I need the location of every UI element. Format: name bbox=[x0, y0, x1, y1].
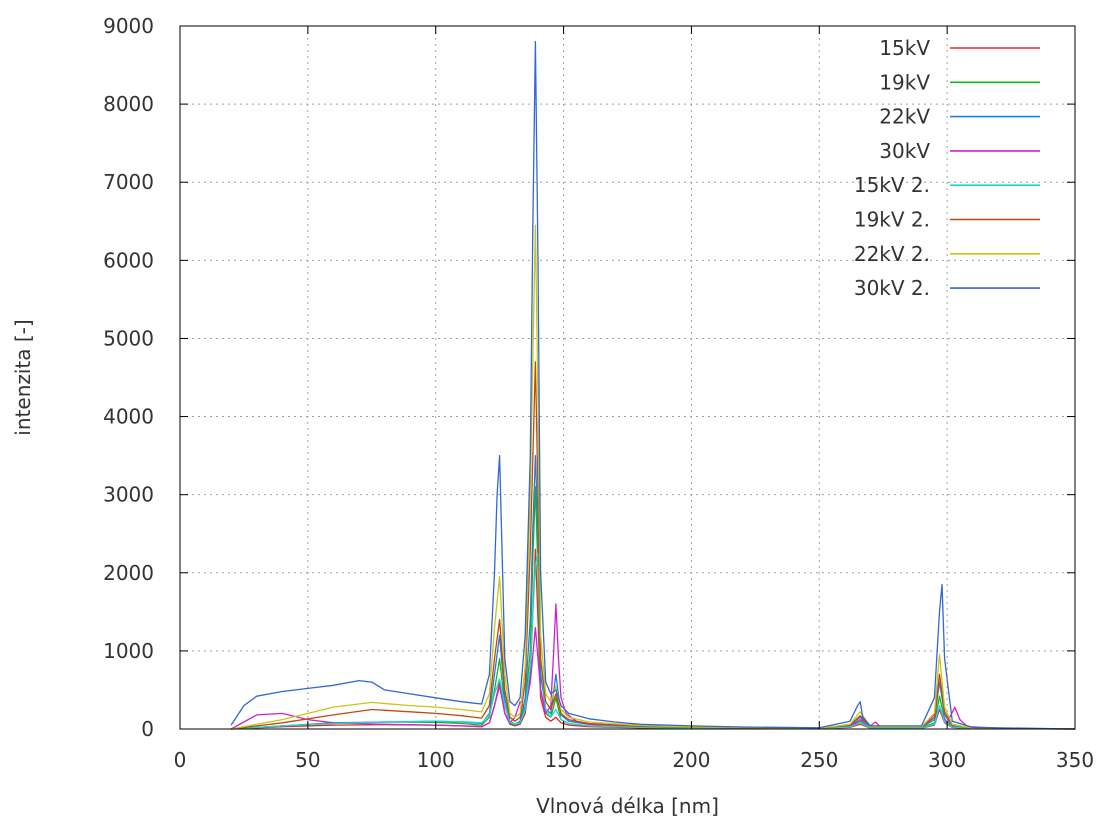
legend-label: 19kV bbox=[879, 70, 930, 94]
y-tick-label: 5000 bbox=[103, 326, 154, 350]
x-tick-label: 200 bbox=[672, 748, 710, 772]
legend-label: 30kV 2. bbox=[854, 276, 930, 300]
y-tick-label: 6000 bbox=[103, 248, 154, 272]
x-axis-title: Vlnová délka [nm] bbox=[536, 794, 719, 818]
series-line bbox=[231, 552, 1076, 730]
series-line bbox=[231, 548, 1076, 730]
series-lines bbox=[230, 40, 1076, 730]
x-tick-label: 150 bbox=[544, 748, 582, 772]
y-tick-label: 9000 bbox=[103, 14, 154, 38]
axis-ticks: 0 50 100 150 200 250 300 350 0 1000 2000 3000 4000 50… bbox=[103, 14, 1094, 772]
plot-area bbox=[179, 25, 1076, 730]
grid bbox=[180, 26, 1075, 729]
x-tick-label: 300 bbox=[928, 748, 966, 772]
legend-label: 15kV bbox=[879, 36, 930, 60]
y-axis-title: intenzita [-] bbox=[11, 319, 35, 435]
series-line bbox=[230, 603, 1076, 730]
x-tick-label: 350 bbox=[1056, 748, 1094, 772]
y-tick-label: 0 bbox=[141, 717, 154, 741]
legend-label: 22kV bbox=[879, 105, 930, 129]
legend: 15kV 19kV 22kV 30kV 15kV 2. 19kV 2. 22kV 2. 30k… bbox=[854, 36, 1040, 300]
legend-label: 22kV 2. bbox=[854, 242, 930, 266]
y-tick-label: 8000 bbox=[103, 92, 154, 116]
x-tick-label: 50 bbox=[295, 748, 320, 772]
series-line bbox=[230, 224, 1076, 730]
y-tick-label: 2000 bbox=[103, 561, 154, 585]
legend-label: 30kV bbox=[879, 139, 930, 163]
y-tick-label: 1000 bbox=[103, 639, 154, 663]
legend-label: 19kV 2. bbox=[854, 208, 930, 232]
y-tick-label: 7000 bbox=[103, 170, 154, 194]
y-tick-label: 4000 bbox=[103, 405, 154, 429]
y-tick-label: 3000 bbox=[103, 483, 154, 507]
legend-label: 15kV 2. bbox=[854, 173, 930, 197]
x-tick-label: 100 bbox=[417, 748, 455, 772]
x-tick-label: 0 bbox=[174, 748, 187, 772]
series-line bbox=[230, 40, 1076, 730]
x-tick-label: 250 bbox=[800, 748, 838, 772]
